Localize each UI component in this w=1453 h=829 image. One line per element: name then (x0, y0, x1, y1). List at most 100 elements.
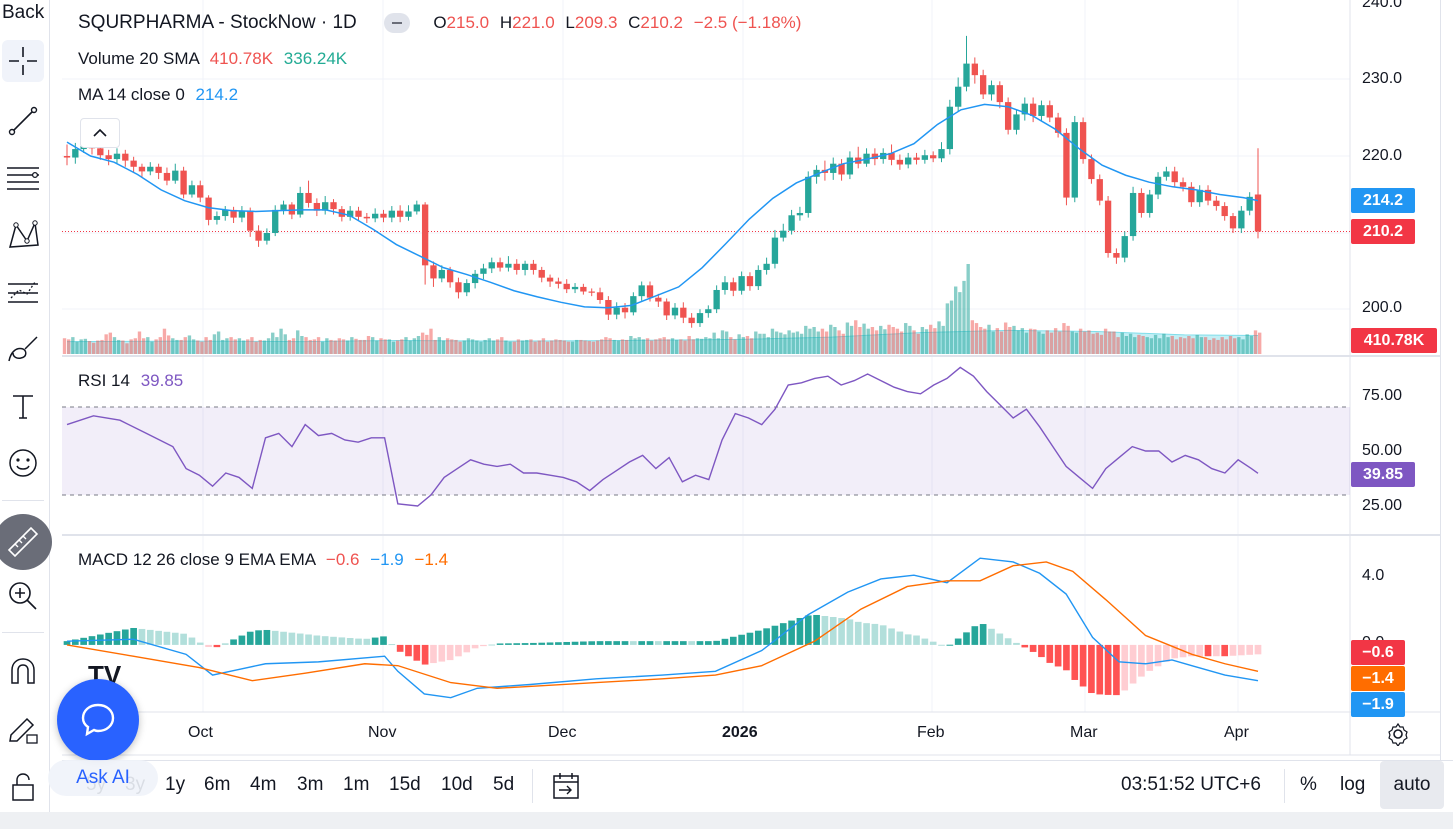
collapse-legend-button[interactable] (80, 118, 120, 148)
volume-bar (604, 337, 608, 354)
macd-histogram-bar (430, 644, 437, 664)
volume-bar (704, 337, 708, 354)
ask-ai-button[interactable] (57, 679, 139, 761)
macd-histogram-bar (563, 641, 571, 645)
percent-scale-button[interactable]: % (1300, 774, 1317, 795)
ask-ai-label[interactable]: Ask AI (48, 760, 158, 796)
range-5d-button[interactable]: 5d (493, 774, 515, 795)
macd-histogram-bar (355, 638, 362, 645)
candle-body (297, 192, 304, 215)
volume-bar (458, 341, 462, 354)
collapse-toggle-icon[interactable] (384, 12, 411, 33)
range-4m-button[interactable]: 4m (250, 774, 277, 795)
volume-bar (275, 337, 279, 354)
volume-bar (929, 324, 933, 354)
candle-body (946, 106, 954, 150)
volume-bar (874, 330, 879, 354)
volume-bar (733, 339, 737, 354)
trend-line-tool[interactable] (2, 100, 44, 142)
volume-bar (1116, 337, 1120, 354)
macd-histogram-bar (846, 619, 854, 645)
volume-legend[interactable]: Volume 20 SMA 410.78K 336.24K (78, 49, 347, 69)
candle-body (122, 153, 129, 161)
volume-bar (1033, 329, 1037, 354)
chart-settings-button[interactable] (1386, 722, 1410, 748)
candle-body (488, 262, 495, 269)
volume-bar (741, 337, 745, 354)
magnet-tool[interactable] (2, 650, 44, 692)
macd-histogram-bar (1088, 644, 1095, 694)
candle-body (438, 269, 445, 279)
macd-histogram-bar (371, 637, 379, 645)
volume-bar (129, 339, 133, 354)
volume-bar (937, 321, 941, 354)
go-to-date-button[interactable] (550, 770, 582, 802)
volume-bar (708, 338, 712, 354)
volume-bar (712, 332, 716, 354)
range-3m-button[interactable]: 3m (297, 774, 324, 795)
candle-body (1088, 159, 1095, 180)
rsi-legend[interactable]: RSI 14 39.85 (78, 371, 183, 391)
emoji-tool[interactable] (2, 442, 44, 484)
time-axis-label: 2026 (722, 724, 758, 741)
text-tool[interactable] (2, 385, 44, 427)
candle-body (172, 170, 179, 181)
volume-bar (1120, 332, 1124, 354)
symbol-legend[interactable]: SQURPHARMA - StockNow · 1D O215.0 H221.0… (78, 12, 802, 33)
back-button[interactable]: Back (2, 2, 45, 23)
macd-pane[interactable] (63, 557, 1262, 699)
range-15d-button[interactable]: 15d (389, 774, 421, 795)
volume-bar (379, 338, 383, 354)
symbol-name: SQURPHARMA (78, 12, 214, 33)
volume-value: 410.78K (209, 49, 274, 68)
candle-body (838, 163, 845, 175)
price-pane[interactable] (62, 35, 1350, 328)
timezone-clock[interactable]: 03:51:52 UTC+6 (1121, 774, 1261, 795)
macd-histogram-bar (721, 638, 729, 645)
horizontal-lines-tool[interactable] (2, 157, 44, 199)
candle-body (1063, 132, 1070, 198)
unlock-tool[interactable] (2, 766, 44, 808)
volume-bar (945, 303, 950, 354)
candle-body (580, 286, 587, 292)
range-6m-button[interactable]: 6m (204, 774, 231, 795)
volume-bar (1199, 337, 1204, 354)
macd-histogram-bar (1229, 644, 1237, 656)
lock-drawings-tool[interactable] (2, 708, 44, 750)
macd-histogram-bar (555, 642, 562, 645)
volume-bar (454, 339, 458, 354)
volume-bar (645, 338, 650, 354)
range-1y-button[interactable]: 1y (165, 774, 186, 795)
volume-bar (350, 337, 354, 354)
gear-icon (1388, 722, 1408, 748)
zoom-in-tool[interactable] (2, 575, 44, 617)
candle-body (1138, 192, 1145, 213)
forecast-tool[interactable] (2, 271, 44, 313)
ma-legend[interactable]: MA 14 close 0 214.2 (78, 85, 238, 105)
macd-histogram-bar (671, 641, 679, 645)
toolbar-divider (2, 632, 44, 633)
volume-bar (395, 340, 400, 354)
measure-tool[interactable] (0, 514, 52, 570)
rsi-pane[interactable] (62, 366, 1350, 507)
volume-bar (841, 333, 845, 354)
crosshair-tool[interactable] (2, 40, 44, 82)
macd-histogram-bar (246, 631, 254, 645)
smiley-icon (9, 449, 37, 477)
volume-bar (346, 340, 350, 354)
range-1m-button[interactable]: 1m (343, 774, 370, 795)
macd-histogram-bar (1154, 644, 1162, 667)
log-scale-button[interactable]: log (1340, 774, 1366, 795)
volume-bar (1241, 339, 1245, 354)
volume-bar (1099, 334, 1104, 354)
brush-tool[interactable] (2, 328, 44, 370)
range-10d-button[interactable]: 10d (441, 774, 473, 795)
bottom-divider (1284, 769, 1285, 803)
volume-bar (1078, 328, 1083, 354)
volume-bar (629, 336, 633, 354)
pattern-tool[interactable] (2, 214, 44, 256)
auto-scale-button[interactable]: auto (1380, 761, 1444, 809)
macd-legend[interactable]: MACD 12 26 close 9 EMA EMA −0.6 −1.9 −1.… (78, 550, 448, 570)
